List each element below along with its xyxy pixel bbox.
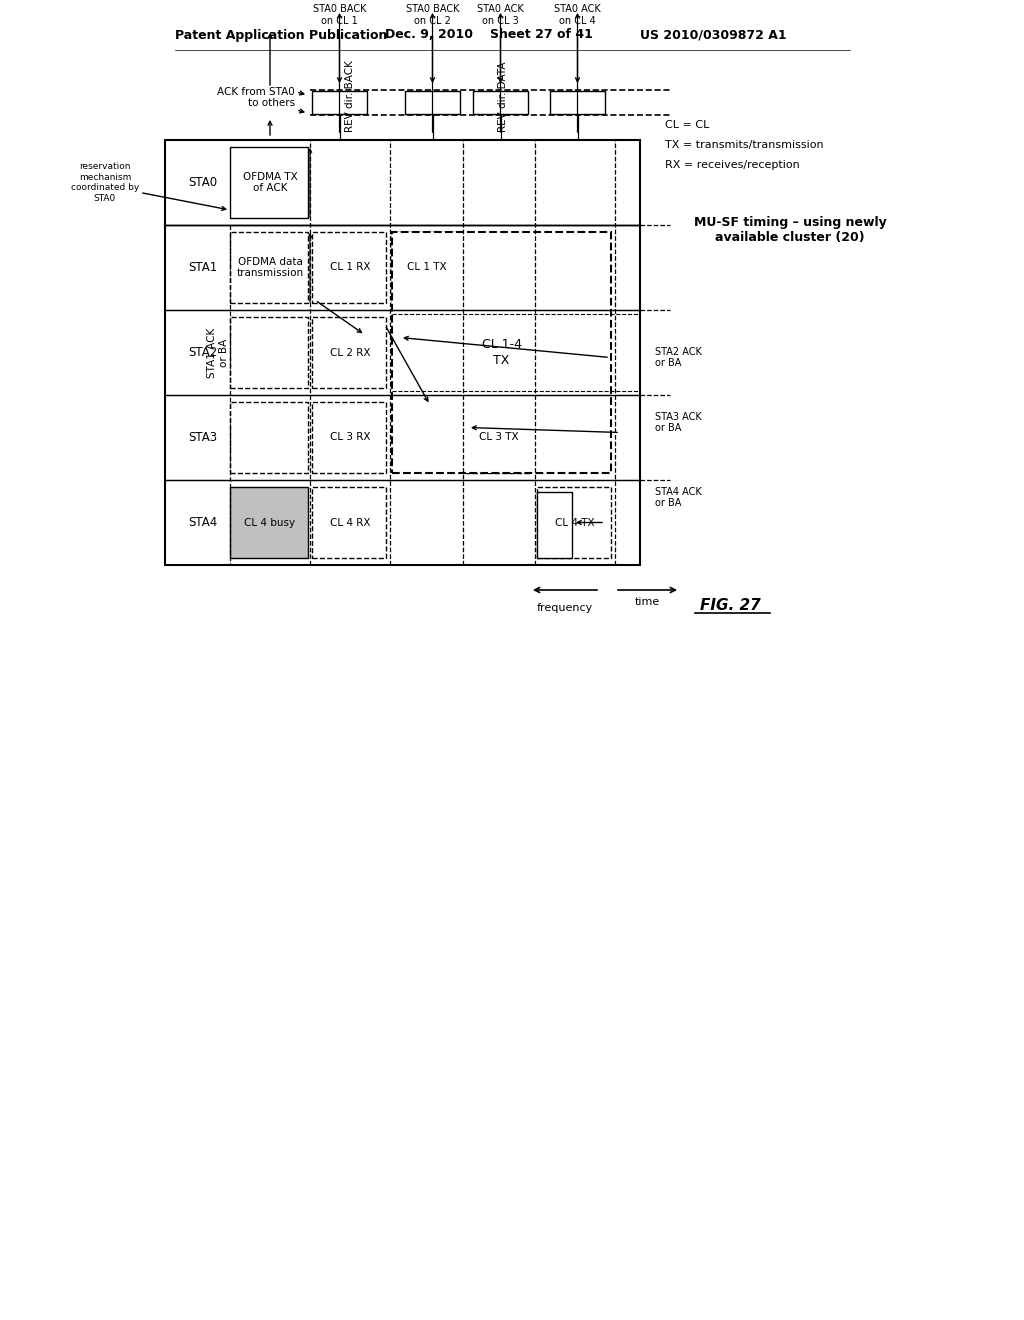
- Text: CL 4 TX: CL 4 TX: [555, 517, 595, 528]
- Bar: [165, 140, 640, 565]
- Bar: [230, 232, 308, 304]
- Bar: [392, 232, 611, 473]
- Bar: [312, 403, 386, 473]
- Bar: [312, 487, 386, 558]
- Bar: [406, 91, 460, 114]
- Text: OFDMA data
transmission: OFDMA data transmission: [237, 256, 303, 279]
- Text: reservation
mechanism
coordinated by
STA0: reservation mechanism coordinated by STA…: [71, 162, 139, 202]
- Bar: [312, 317, 386, 388]
- Text: CL = CL: CL = CL: [665, 120, 710, 129]
- Text: CL 1-4
TX: CL 1-4 TX: [481, 338, 521, 367]
- Text: STA0 ACK
on CL 4: STA0 ACK on CL 4: [554, 4, 601, 26]
- Text: OFDMA TX
of ACK: OFDMA TX of ACK: [243, 172, 297, 193]
- Text: STA0 ACK
on CL 3: STA0 ACK on CL 3: [477, 4, 524, 26]
- Text: STA1 ACK
or BA: STA1 ACK or BA: [207, 327, 228, 378]
- Text: STA4: STA4: [187, 516, 217, 529]
- Text: CL 3 RX: CL 3 RX: [330, 433, 371, 442]
- Text: Patent Application Publication: Patent Application Publication: [175, 29, 387, 41]
- Text: STA3: STA3: [188, 432, 217, 444]
- Text: STA0: STA0: [188, 176, 217, 189]
- Text: STA4 ACK
or BA: STA4 ACK or BA: [655, 487, 701, 508]
- Text: time: time: [635, 597, 660, 607]
- Bar: [550, 91, 605, 114]
- Text: REV dir. BACK: REV dir. BACK: [345, 61, 355, 132]
- Bar: [537, 487, 611, 558]
- Text: STA0 BACK
on CL 1: STA0 BACK on CL 1: [312, 4, 367, 26]
- Text: STA2 ACK
or BA: STA2 ACK or BA: [655, 347, 701, 368]
- Text: REV dir. DATA: REV dir. DATA: [498, 62, 508, 132]
- Bar: [230, 147, 308, 218]
- Bar: [312, 91, 367, 114]
- Bar: [230, 403, 308, 473]
- Text: CL 2 RX: CL 2 RX: [330, 347, 371, 358]
- Bar: [230, 317, 308, 388]
- Bar: [465, 403, 531, 473]
- Text: FIG. 27: FIG. 27: [699, 598, 761, 612]
- Text: CL 1 TX: CL 1 TX: [407, 263, 446, 272]
- Text: Dec. 9, 2010: Dec. 9, 2010: [385, 29, 473, 41]
- Bar: [537, 492, 572, 558]
- Text: US 2010/0309872 A1: US 2010/0309872 A1: [640, 29, 786, 41]
- Text: RX = receives/reception: RX = receives/reception: [665, 160, 800, 170]
- Text: STA0 BACK
on CL 2: STA0 BACK on CL 2: [406, 4, 459, 26]
- Bar: [473, 91, 528, 114]
- Text: MU-SF timing – using newly
available cluster (20): MU-SF timing – using newly available clu…: [693, 216, 887, 244]
- Text: Sheet 27 of 41: Sheet 27 of 41: [490, 29, 593, 41]
- Text: CL 1 RX: CL 1 RX: [330, 263, 371, 272]
- Text: CL 3 TX: CL 3 TX: [479, 433, 519, 442]
- Text: STA2: STA2: [187, 346, 217, 359]
- Text: frequency: frequency: [537, 603, 593, 612]
- Text: ACK from STA0
to others: ACK from STA0 to others: [217, 87, 295, 108]
- Bar: [312, 232, 386, 304]
- Text: CL 4 RX: CL 4 RX: [330, 517, 371, 528]
- Text: STA1: STA1: [187, 261, 217, 275]
- Text: CL 4 busy: CL 4 busy: [245, 517, 296, 528]
- Text: TX = transmits/transmission: TX = transmits/transmission: [665, 140, 823, 150]
- Bar: [230, 487, 308, 558]
- Bar: [392, 232, 459, 304]
- Text: STA3 ACK
or BA: STA3 ACK or BA: [655, 412, 701, 433]
